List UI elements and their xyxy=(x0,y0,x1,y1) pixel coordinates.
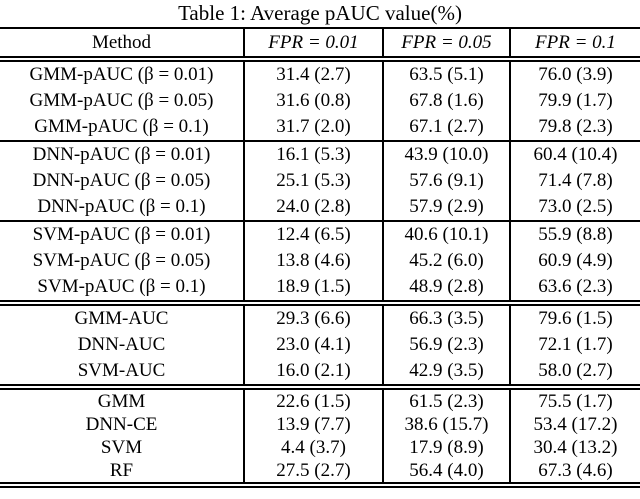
value-cell: 58.0 (2.7) xyxy=(538,360,613,381)
value-cell: 4.4 (3.7) xyxy=(244,436,384,459)
method-cell: DNN-AUC xyxy=(0,332,245,358)
value-cell: 29.3 (6.6) xyxy=(244,300,384,332)
value-cell: 12.4 (6.5) xyxy=(244,220,384,248)
table-body: GMM-pAUC (β = 0.01) 31.4 (2.7) 63.5 (5.1… xyxy=(0,59,640,488)
value-cell: 31.6 (0.8) xyxy=(244,88,384,114)
value-cell: 57.6 (9.1) xyxy=(383,168,511,194)
value-cell: 38.6 (15.7) xyxy=(383,413,511,436)
table-title: Table 1: Average pAUC value(%) xyxy=(178,1,462,25)
value-cell: 79.9 (1.7) xyxy=(538,90,613,111)
value-cell: 53.4 (17.2) xyxy=(533,413,618,435)
value-cell: 18.9 (1.5) xyxy=(244,274,384,303)
table-row-svm: SVM 4.4 (3.7) 17.9 (8.9) 30.4 (13.2) xyxy=(0,436,640,459)
value-cell: 30.4 (13.2) xyxy=(533,436,618,458)
col-header-fpr-001: FPR = 0.01 xyxy=(244,27,384,62)
value-cell: 67.8 (1.6) xyxy=(383,88,511,114)
pauc-table: Method FPR = 0.01 FPR = 0.05 FPR = 0.1 G… xyxy=(0,27,640,488)
col-header-method: Method xyxy=(0,27,245,62)
value-cell: 71.4 (7.8) xyxy=(538,170,613,191)
method-cell: SVM-AUC xyxy=(0,358,245,387)
value-cell: 22.6 (1.5) xyxy=(244,384,384,413)
table-row-svm-pauc-005: SVM-pAUC (β = 0.05) 13.8 (4.6) 45.2 (6.0… xyxy=(0,248,640,274)
table-row-gmm-auc: GMM-AUC 29.3 (6.6) 66.3 (3.5) 79.6 (1.5) xyxy=(0,300,640,332)
value-cell: 66.3 (3.5) xyxy=(383,300,511,332)
value-cell: 17.9 (8.9) xyxy=(383,436,511,459)
value-cell: 48.9 (2.8) xyxy=(383,274,511,303)
table-row-svm-auc: SVM-AUC 16.0 (2.1) 42.9 (3.5) 58.0 (2.7) xyxy=(0,358,640,387)
value-cell: 56.4 (4.0) xyxy=(383,459,511,488)
method-cell: GMM-pAUC (β = 0.01) xyxy=(0,59,245,88)
method-cell: DNN-pAUC (β = 0.05) xyxy=(0,168,245,194)
method-cell: SVM-pAUC (β = 0.01) xyxy=(0,220,245,248)
method-cell: SVM-pAUC (β = 0.1) xyxy=(0,274,245,303)
value-cell: 67.1 (2.7) xyxy=(383,114,511,141)
table-header: Method FPR = 0.01 FPR = 0.05 FPR = 0.1 xyxy=(0,27,640,62)
table-row-rf: RF 27.5 (2.7) 56.4 (4.0) 67.3 (4.6) xyxy=(0,459,640,488)
value-cell: 25.1 (5.3) xyxy=(244,168,384,194)
col-header-fpr-01: FPR = 0.1 xyxy=(510,27,640,62)
value-cell: 76.0 (3.9) xyxy=(538,64,613,85)
value-cell: 40.6 (10.1) xyxy=(383,220,511,248)
value-cell: 55.9 (8.8) xyxy=(510,220,640,248)
value-cell: 67.3 (4.6) xyxy=(510,459,640,488)
value-cell: 63.5 (5.1) xyxy=(383,59,511,88)
method-cell: SVM xyxy=(0,436,245,459)
value-cell: 73.0 (2.5) xyxy=(538,196,613,217)
method-cell: GMM xyxy=(0,384,245,413)
value-cell: 42.9 (3.5) xyxy=(383,358,511,387)
value-cell: 16.0 (2.1) xyxy=(244,358,384,387)
table-row-gmm-pauc-005: GMM-pAUC (β = 0.05) 31.6 (0.8) 67.8 (1.6… xyxy=(0,88,640,114)
value-cell: 16.1 (5.3) xyxy=(244,140,384,168)
value-cell: 60.9 (4.9) xyxy=(538,250,613,271)
col-header-fpr-005: FPR = 0.05 xyxy=(383,27,511,62)
method-cell: DNN-pAUC (β = 0.01) xyxy=(0,140,245,168)
value-cell: 57.9 (2.9) xyxy=(383,194,511,221)
table-row-svm-pauc-01: SVM-pAUC (β = 0.1) 18.9 (1.5) 48.9 (2.8)… xyxy=(0,274,640,303)
value-cell: 23.0 (4.1) xyxy=(244,332,384,358)
value-cell: 13.9 (7.7) xyxy=(244,413,384,436)
table-row-dnn-pauc-005: DNN-pAUC (β = 0.05) 25.1 (5.3) 57.6 (9.1… xyxy=(0,168,640,194)
method-cell: RF xyxy=(0,459,245,488)
value-cell: 79.8 (2.3) xyxy=(538,116,613,137)
method-cell: GMM-pAUC (β = 0.05) xyxy=(0,88,245,114)
value-cell: 72.1 (1.7) xyxy=(538,334,613,355)
value-cell: 61.5 (2.3) xyxy=(383,384,511,413)
value-cell: 13.8 (4.6) xyxy=(244,248,384,274)
value-cell: 63.6 (2.3) xyxy=(538,276,613,297)
table-row-dnn-auc: DNN-AUC 23.0 (4.1) 56.9 (2.3) 72.1 (1.7) xyxy=(0,332,640,358)
value-cell: 31.4 (2.7) xyxy=(244,59,384,88)
table-row-gmm: GMM 22.6 (1.5) 61.5 (2.3) 75.5 (1.7) xyxy=(0,384,640,413)
method-cell: GMM-pAUC (β = 0.1) xyxy=(0,114,245,141)
table-row-dnn-pauc-001: DNN-pAUC (β = 0.01) 16.1 (5.3) 43.9 (10.… xyxy=(0,140,640,168)
value-cell: 27.5 (2.7) xyxy=(244,459,384,488)
table-row-dnn-pauc-01: DNN-pAUC (β = 0.1) 24.0 (2.8) 57.9 (2.9)… xyxy=(0,194,640,221)
value-cell: 31.7 (2.0) xyxy=(244,114,384,141)
value-cell: 60.4 (10.4) xyxy=(510,140,640,168)
value-cell: 75.5 (1.7) xyxy=(510,384,640,413)
value-cell: 45.2 (6.0) xyxy=(383,248,511,274)
value-cell: 24.0 (2.8) xyxy=(244,194,384,221)
method-cell: GMM-AUC xyxy=(0,300,245,332)
header-row: Method FPR = 0.01 FPR = 0.05 FPR = 0.1 xyxy=(0,27,640,62)
method-cell: SVM-pAUC (β = 0.05) xyxy=(0,248,245,274)
table-row-gmm-pauc-001: GMM-pAUC (β = 0.01) 31.4 (2.7) 63.5 (5.1… xyxy=(0,59,640,88)
table-row-svm-pauc-001: SVM-pAUC (β = 0.01) 12.4 (6.5) 40.6 (10.… xyxy=(0,220,640,248)
table-row-dnn-ce: DNN-CE 13.9 (7.7) 38.6 (15.7) 53.4 (17.2… xyxy=(0,413,640,436)
table-row-gmm-pauc-01: GMM-pAUC (β = 0.1) 31.7 (2.0) 67.1 (2.7)… xyxy=(0,114,640,141)
method-cell: DNN-pAUC (β = 0.1) xyxy=(0,194,245,221)
value-cell: 43.9 (10.0) xyxy=(383,140,511,168)
value-cell: 56.9 (2.3) xyxy=(383,332,511,358)
value-cell: 79.6 (1.5) xyxy=(510,300,640,332)
method-cell: DNN-CE xyxy=(0,413,245,436)
